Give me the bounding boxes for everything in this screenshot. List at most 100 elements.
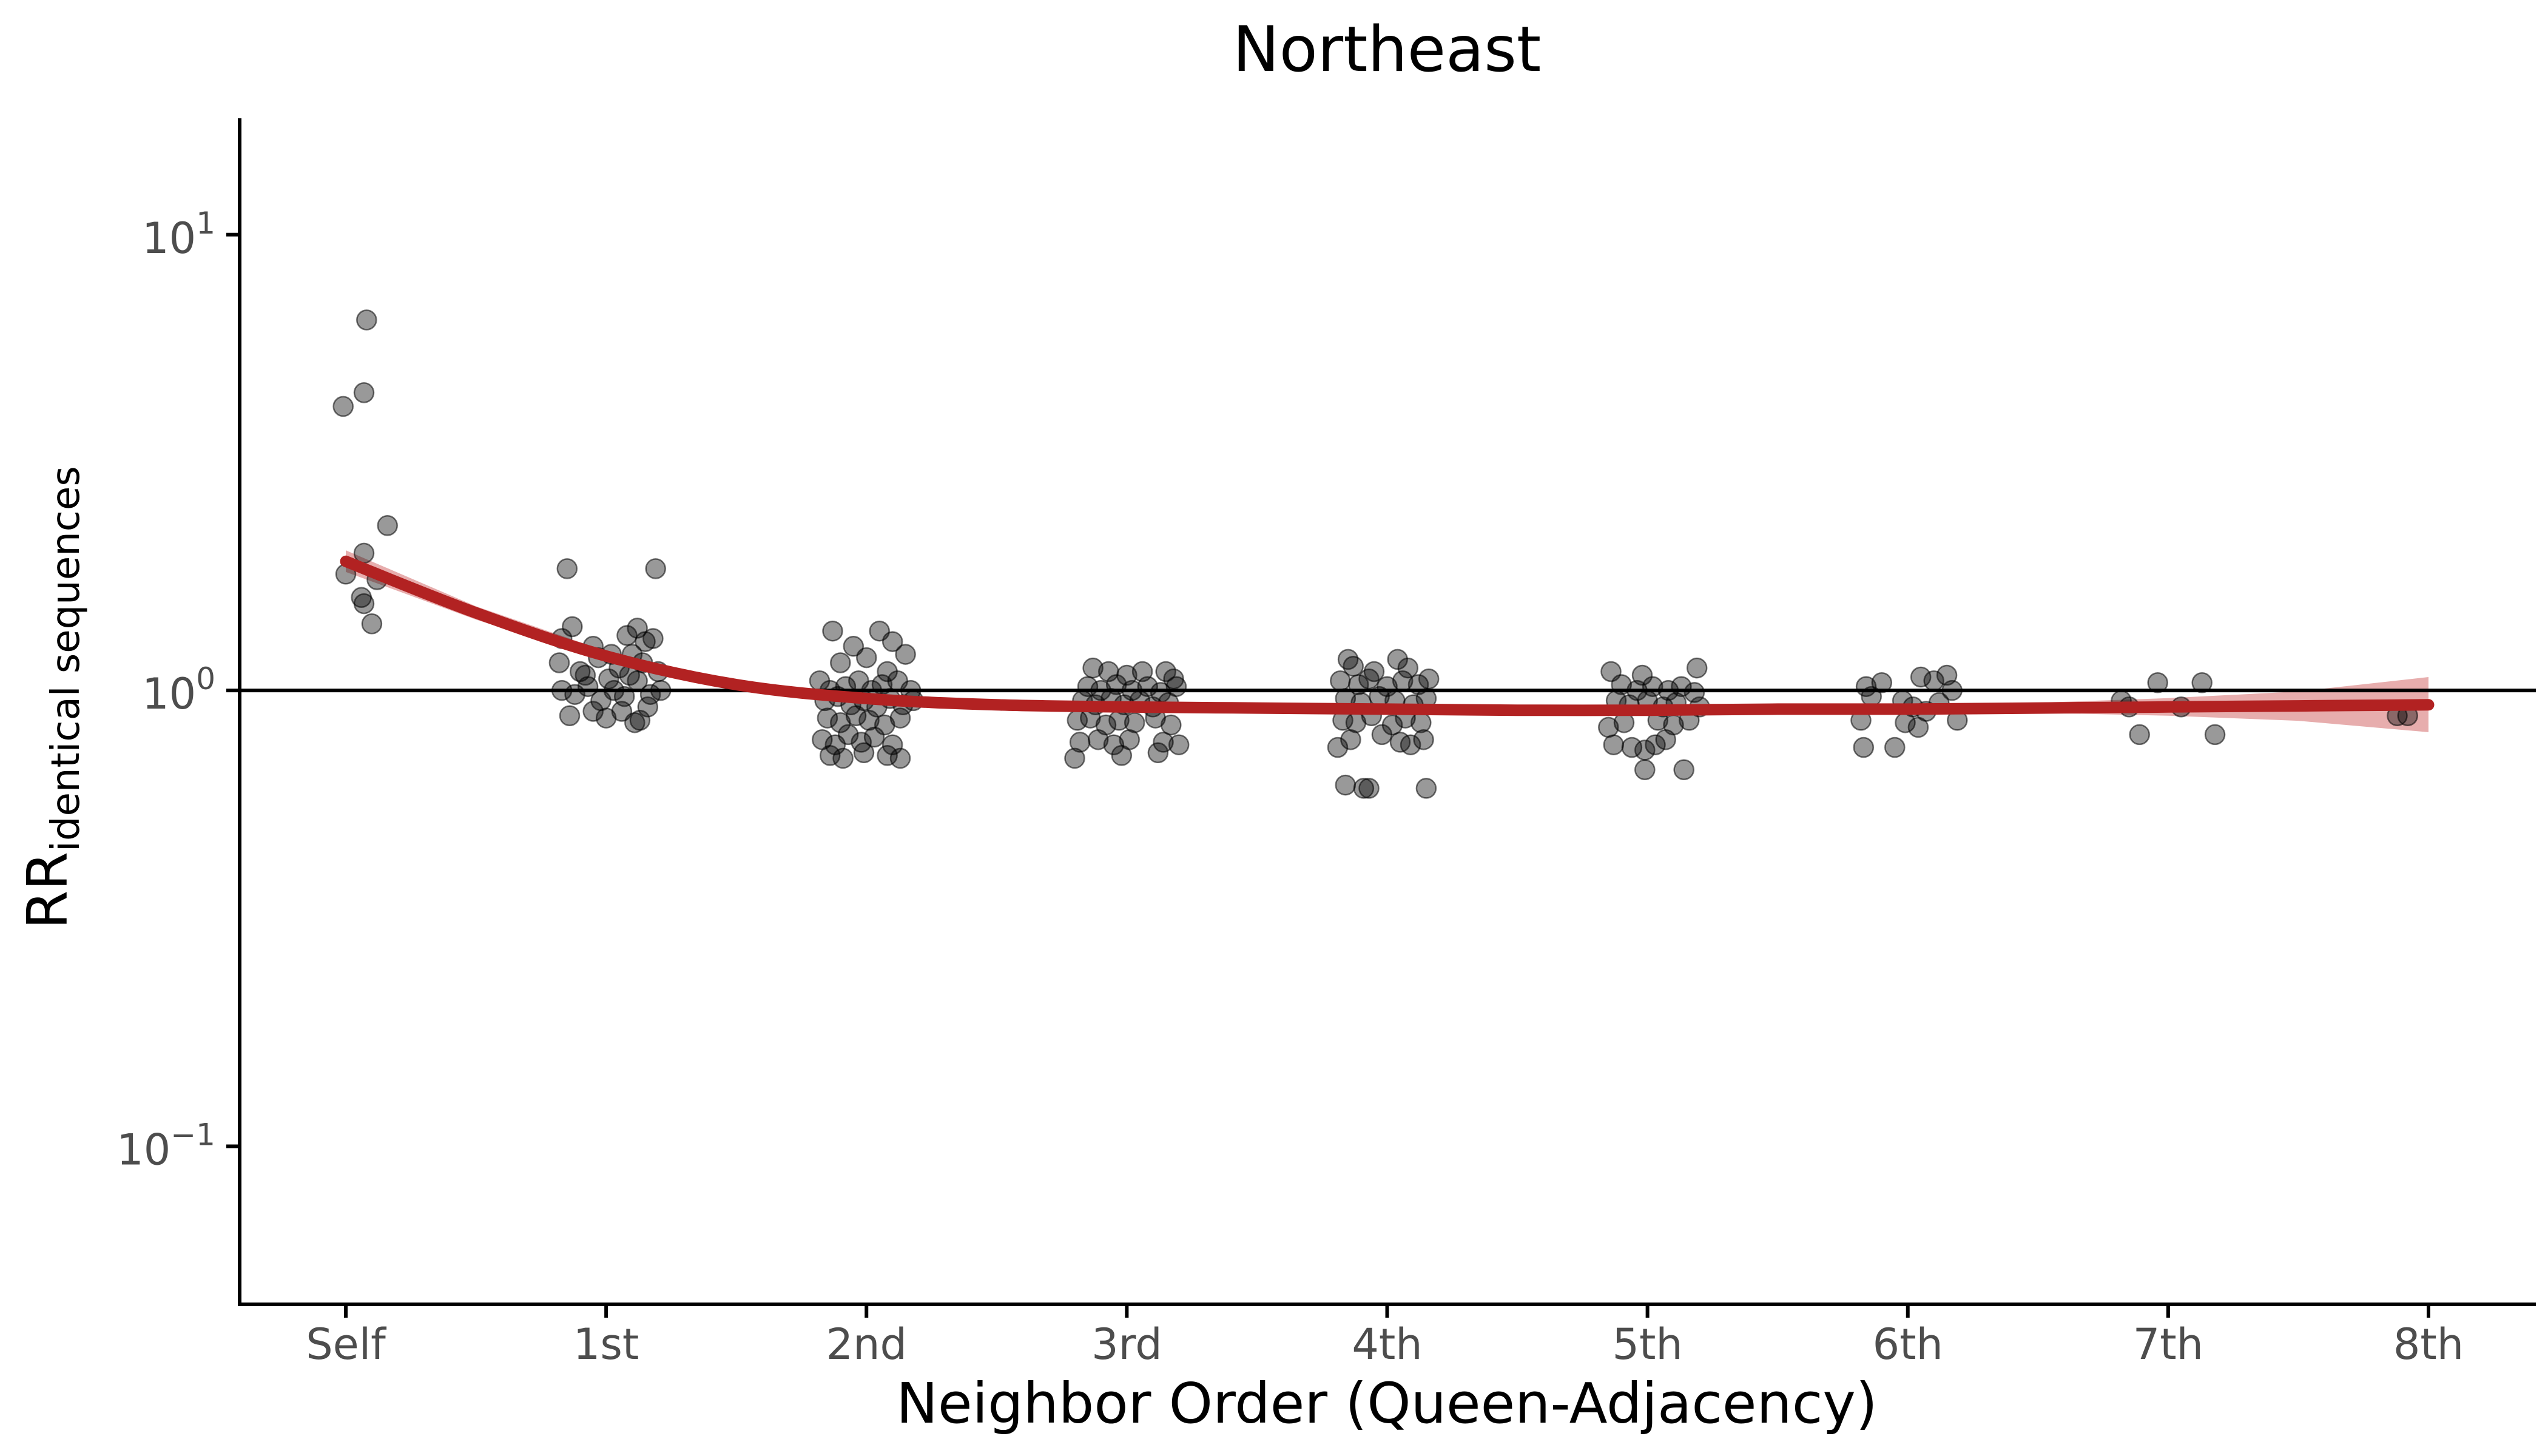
chart-title: Northeast bbox=[1233, 13, 1542, 86]
data-point bbox=[551, 679, 573, 701]
data-point bbox=[1655, 729, 1676, 750]
y-tick-label-exponent: 1 bbox=[196, 206, 215, 241]
data-point bbox=[1861, 686, 1882, 707]
y-axis-title-text: RRidentical sequences bbox=[15, 466, 89, 929]
data-point bbox=[1603, 734, 1625, 755]
data-point bbox=[2147, 672, 2168, 693]
data-point bbox=[353, 382, 375, 403]
data-point bbox=[1418, 668, 1440, 690]
data-point bbox=[853, 742, 875, 764]
data-point bbox=[832, 747, 854, 769]
data-point bbox=[1340, 729, 1361, 750]
y-tick-label-base: 10 bbox=[142, 669, 196, 719]
data-point bbox=[2204, 724, 2226, 746]
data-point bbox=[332, 396, 354, 417]
data-point bbox=[1410, 712, 1432, 733]
data-point bbox=[895, 644, 916, 665]
data-point bbox=[1923, 670, 1944, 692]
data-point bbox=[1353, 778, 1375, 799]
data-point bbox=[1657, 679, 1679, 701]
data-point bbox=[1103, 734, 1125, 755]
data-point bbox=[1371, 724, 1393, 746]
data-point bbox=[1069, 732, 1091, 753]
confidence-band bbox=[346, 550, 2428, 732]
data-point bbox=[598, 668, 619, 690]
data-point bbox=[575, 664, 596, 686]
data-point bbox=[1064, 747, 1085, 769]
data-point bbox=[843, 636, 864, 657]
data-point bbox=[2129, 724, 2150, 746]
data-point bbox=[1673, 759, 1694, 781]
data-point bbox=[1087, 729, 1109, 750]
data-point bbox=[603, 679, 625, 701]
x-tick-label: 1st bbox=[573, 1320, 639, 1369]
data-point bbox=[637, 696, 659, 718]
data-point bbox=[1855, 676, 1877, 697]
data-point bbox=[1884, 736, 1906, 758]
data-point bbox=[556, 558, 578, 579]
data-point bbox=[881, 631, 903, 652]
data-point bbox=[1400, 734, 1421, 755]
y-tick-label-exponent: 0 bbox=[196, 661, 215, 696]
data-point bbox=[1155, 661, 1176, 682]
data-point bbox=[856, 647, 877, 669]
data-point bbox=[822, 620, 843, 642]
data-point bbox=[1330, 670, 1351, 692]
data-point bbox=[2191, 672, 2213, 693]
data-point bbox=[1671, 676, 1692, 697]
smooth-line-layer bbox=[340, 555, 2435, 716]
data-point bbox=[645, 558, 666, 579]
y-tick-label-base: 10 bbox=[142, 214, 196, 263]
y-tick-label-base: 10 bbox=[116, 1125, 170, 1175]
data-point bbox=[1161, 714, 1182, 736]
data-point bbox=[562, 616, 583, 638]
data-point bbox=[548, 652, 570, 673]
data-point bbox=[559, 705, 581, 727]
data-point bbox=[564, 684, 585, 705]
data-point bbox=[1413, 729, 1434, 750]
y-axis-title-subscript: identical sequences bbox=[44, 466, 89, 852]
data-point bbox=[858, 710, 880, 731]
data-point bbox=[1335, 774, 1357, 796]
data-point bbox=[877, 745, 898, 766]
data-point bbox=[1941, 679, 1963, 701]
data-point bbox=[1358, 778, 1380, 799]
data-point bbox=[616, 625, 638, 646]
data-point bbox=[1147, 742, 1169, 764]
data-point bbox=[889, 747, 911, 769]
data-point bbox=[1645, 734, 1666, 755]
x-tick-label: 2nd bbox=[826, 1320, 907, 1369]
confidence-band-layer bbox=[346, 550, 2428, 732]
data-point bbox=[837, 724, 859, 746]
data-point bbox=[1686, 657, 1708, 679]
data-point bbox=[1111, 745, 1133, 766]
data-point bbox=[889, 707, 911, 729]
x-tick-label: 6th bbox=[1873, 1320, 1943, 1369]
data-point bbox=[1392, 670, 1414, 692]
data-point bbox=[650, 679, 672, 701]
x-tick-label: 7th bbox=[2133, 1320, 2203, 1369]
x-tick-label: 5th bbox=[1612, 1320, 1682, 1369]
data-point bbox=[1348, 674, 1369, 695]
data-point bbox=[819, 745, 841, 766]
data-point bbox=[1358, 668, 1380, 690]
data-point bbox=[377, 515, 398, 536]
data-point bbox=[361, 613, 383, 635]
data-point bbox=[830, 652, 851, 673]
data-point bbox=[1153, 732, 1174, 753]
data-point bbox=[1634, 759, 1656, 781]
y-tick-label: 10−1 bbox=[116, 1117, 215, 1175]
data-point bbox=[582, 701, 604, 722]
y-axis-title-main: RR bbox=[15, 852, 80, 929]
data-point bbox=[1611, 674, 1632, 695]
data-point bbox=[817, 707, 838, 729]
data-point bbox=[642, 628, 664, 649]
data-point bbox=[353, 593, 375, 615]
x-tick-label: 8th bbox=[2393, 1320, 2464, 1369]
data-point bbox=[1397, 657, 1419, 679]
data-point bbox=[356, 309, 377, 331]
data-point bbox=[1327, 736, 1349, 758]
